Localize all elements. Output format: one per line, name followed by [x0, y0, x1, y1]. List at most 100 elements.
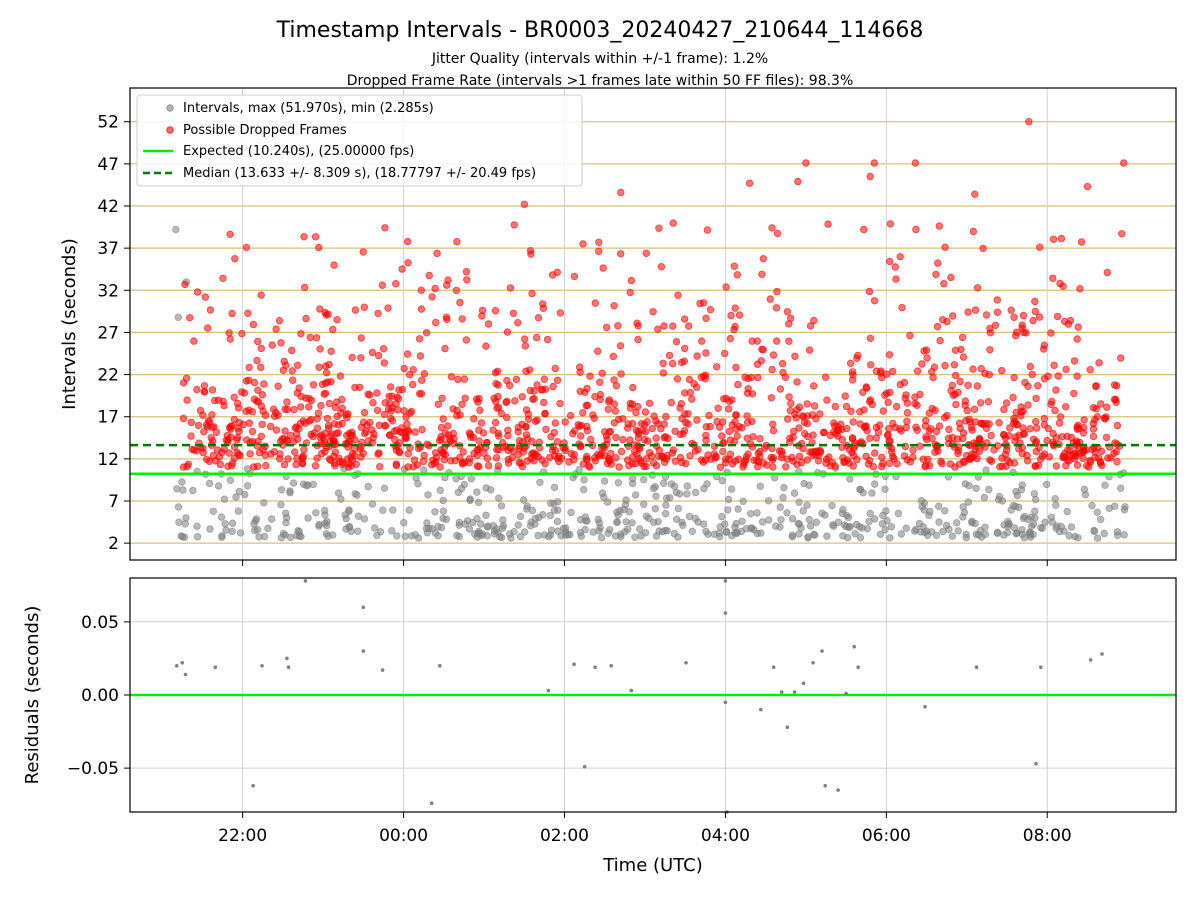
interval-point	[975, 531, 983, 539]
dropped-frame-point	[491, 418, 500, 427]
dropped-frame-point	[913, 426, 921, 434]
dropped-frame-point	[769, 351, 778, 359]
interval-point	[1037, 523, 1045, 532]
dropped-frame-point	[935, 222, 943, 230]
interval-point	[243, 482, 252, 490]
dropped-frame-point	[879, 459, 887, 468]
dropped-frame-point	[589, 411, 597, 419]
dropped-frame-point	[659, 369, 668, 377]
dropped-frame-point	[418, 376, 426, 384]
dropped-frame-point	[734, 380, 742, 389]
dropped-frame-point	[475, 394, 483, 403]
residual-point	[820, 649, 824, 653]
dropped-frame-point	[825, 453, 833, 461]
dropped-frame-point	[678, 358, 686, 367]
dropped-frame-point	[333, 412, 341, 421]
interval-point	[221, 520, 229, 528]
interval-point	[700, 520, 708, 528]
dropped-frame-point	[357, 354, 365, 362]
dropped-frame-point	[561, 418, 569, 426]
interval-point	[676, 490, 684, 498]
residual-point	[260, 664, 264, 668]
dropped-frame-point	[454, 375, 462, 384]
dropped-frame-point	[824, 220, 832, 228]
interval-point	[703, 480, 711, 488]
dropped-frame-point	[233, 399, 242, 408]
interval-point	[253, 525, 262, 534]
dropped-frame-point	[441, 344, 449, 353]
dropped-frame-point	[220, 445, 228, 453]
interval-point	[580, 476, 588, 484]
dropped-frame-point	[216, 460, 225, 469]
interval-point	[925, 511, 933, 519]
dropped-frame-point	[257, 432, 265, 440]
interval-point	[1020, 534, 1029, 542]
interval-point	[322, 530, 331, 538]
dropped-frame-point	[647, 452, 656, 460]
dropped-frame-point	[609, 352, 617, 361]
dropped-frame-point	[179, 414, 188, 423]
dropped-frame-point	[327, 347, 335, 355]
dropped-frame-point	[1020, 429, 1029, 438]
dropped-frame-point	[1066, 446, 1074, 454]
interval-point	[260, 499, 268, 507]
interval-point	[554, 498, 562, 506]
interval-point	[1121, 503, 1129, 511]
chart-subtitle-dropped: Dropped Frame Rate (intervals >1 frames …	[347, 73, 854, 89]
dropped-frame-point	[970, 405, 979, 413]
dropped-frame-point	[226, 335, 234, 343]
interval-point	[959, 503, 967, 511]
intervals-y-axis-label: Intervals (seconds)	[59, 238, 80, 410]
interval-point	[1101, 481, 1109, 489]
dropped-frame-point	[363, 421, 371, 429]
dropped-frame-point	[267, 422, 275, 431]
dropped-frame-point	[325, 399, 334, 408]
dropped-frame-point	[819, 429, 828, 437]
dropped-frame-point	[444, 431, 453, 439]
dropped-frame-point	[503, 413, 511, 422]
dropped-frame-point	[330, 420, 338, 428]
interval-point	[439, 496, 447, 505]
dropped-frame-point	[889, 419, 897, 428]
dropped-frame-point	[721, 349, 729, 358]
interval-point	[794, 519, 802, 528]
dropped-frame-point	[478, 306, 487, 315]
dropped-frame-point	[250, 378, 259, 387]
dropped-frame-point	[541, 385, 550, 393]
interval-point	[670, 529, 678, 538]
dropped-frame-point	[541, 460, 549, 468]
dropped-frame-point	[1034, 461, 1043, 469]
interval-point	[1100, 529, 1108, 538]
dropped-frame-point	[551, 419, 559, 427]
dropped-frame-point	[958, 333, 967, 342]
interval-point	[1093, 534, 1102, 542]
dropped-frame-point	[1035, 243, 1044, 251]
interval-point	[731, 523, 739, 531]
dropped-frame-point	[617, 250, 625, 258]
dropped-frame-point	[745, 179, 754, 187]
dropped-frame-point	[862, 383, 870, 391]
dropped-frame-point	[240, 389, 249, 397]
dropped-frame-point	[757, 357, 765, 365]
interval-point	[482, 511, 490, 519]
interval-point	[337, 495, 345, 503]
interval-point	[652, 492, 660, 500]
dropped-frame-point	[991, 321, 1000, 329]
dropped-frame-point	[726, 334, 734, 343]
residual-point	[1100, 652, 1104, 656]
dropped-frame-point	[521, 342, 529, 350]
x-tick-label: 02:00	[540, 826, 589, 846]
residual-point	[785, 725, 790, 729]
interval-point	[473, 514, 481, 523]
dropped-frame-point	[1073, 335, 1081, 343]
dropped-frame-point	[912, 225, 920, 234]
dropped-frame-point	[754, 373, 762, 382]
dropped-frame-point	[318, 449, 326, 458]
dropped-frame-point	[601, 428, 609, 436]
dropped-frame-point	[520, 200, 528, 208]
dropped-frame-point	[769, 463, 777, 471]
dropped-frame-point	[945, 425, 953, 434]
dropped-frame-point	[248, 427, 257, 436]
dropped-frame-point	[841, 392, 849, 400]
dropped-frame-point	[763, 461, 771, 469]
